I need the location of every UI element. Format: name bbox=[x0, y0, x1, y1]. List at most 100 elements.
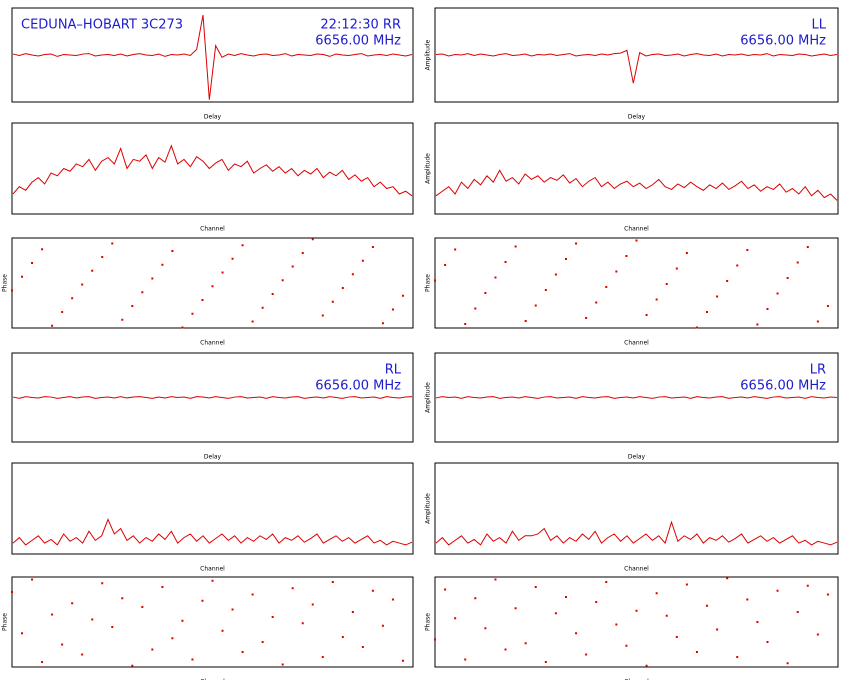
phase-point bbox=[685, 583, 688, 586]
phase-point bbox=[131, 664, 134, 667]
phase-point bbox=[401, 294, 404, 297]
phase-point bbox=[281, 279, 284, 282]
phase-point bbox=[796, 611, 799, 613]
phase-point bbox=[685, 252, 688, 254]
phase-point bbox=[231, 608, 234, 611]
trace bbox=[435, 49, 838, 84]
phase-point bbox=[655, 298, 658, 301]
trace bbox=[435, 169, 838, 201]
phase-point bbox=[736, 656, 739, 658]
x-axis-label: Channel bbox=[200, 226, 225, 233]
plot-frame bbox=[434, 7, 839, 103]
phase-point bbox=[635, 239, 638, 242]
phase-point bbox=[726, 280, 729, 282]
phase-point bbox=[71, 602, 74, 605]
polarization: RL bbox=[385, 363, 402, 378]
phase-point bbox=[371, 246, 374, 248]
phase-point bbox=[524, 320, 527, 322]
phase-point bbox=[361, 259, 364, 262]
phase-point bbox=[695, 651, 698, 653]
phase-point bbox=[464, 658, 467, 661]
y-axis-label: Phase bbox=[425, 274, 432, 292]
phase-point bbox=[251, 593, 254, 596]
phase-point bbox=[331, 581, 334, 583]
phase-point bbox=[494, 578, 497, 581]
y-axis-label: Phase bbox=[2, 274, 9, 292]
phase-point bbox=[756, 621, 759, 623]
phase-point bbox=[231, 257, 234, 260]
phase-point bbox=[301, 252, 304, 254]
x-axis-label: Channel bbox=[624, 340, 649, 347]
phase-point bbox=[241, 651, 244, 653]
phase-point bbox=[91, 618, 94, 621]
phase-point bbox=[51, 613, 54, 616]
phase-point bbox=[454, 248, 457, 251]
phase-point bbox=[434, 279, 436, 282]
y-axis-label: Phase bbox=[425, 613, 432, 631]
phase-point bbox=[21, 275, 24, 278]
phase-point bbox=[454, 617, 457, 620]
phase-point bbox=[51, 324, 54, 327]
phase-point bbox=[695, 326, 698, 329]
phase-point bbox=[665, 283, 668, 285]
plot-frame bbox=[11, 7, 414, 103]
phase-point bbox=[61, 311, 64, 313]
frequency: 6656.00 MHz bbox=[315, 34, 401, 49]
phase-point bbox=[625, 255, 628, 257]
phase-point bbox=[201, 599, 204, 602]
x-axis-label: Channel bbox=[200, 340, 225, 347]
phase-point bbox=[554, 612, 557, 615]
phase-point bbox=[776, 292, 779, 295]
phase-point bbox=[221, 271, 224, 274]
y-axis-label: Phase bbox=[2, 613, 9, 631]
phase-point bbox=[311, 238, 314, 241]
phase-point bbox=[381, 624, 384, 627]
phase-point bbox=[11, 289, 13, 292]
phase-point bbox=[474, 307, 477, 310]
phase-point bbox=[726, 577, 729, 580]
phase-point bbox=[494, 276, 497, 279]
phase-point bbox=[655, 592, 658, 595]
phase-point bbox=[756, 323, 759, 326]
phase-point bbox=[101, 582, 104, 585]
phase-point bbox=[161, 263, 164, 266]
phase-point bbox=[301, 622, 304, 625]
phase-point bbox=[21, 632, 24, 635]
phase-point bbox=[665, 614, 668, 617]
phase-point bbox=[816, 633, 819, 636]
polarization: LR bbox=[810, 363, 826, 378]
phase-point bbox=[484, 292, 487, 294]
x-axis-label: Delay bbox=[628, 114, 646, 121]
phase-point bbox=[81, 283, 84, 286]
phase-point bbox=[444, 264, 447, 266]
phase-point bbox=[331, 300, 334, 303]
phase-point bbox=[444, 588, 447, 591]
frequency: 6656.00 MHz bbox=[740, 34, 826, 49]
phase-point bbox=[261, 306, 264, 309]
plot-frame bbox=[11, 352, 414, 443]
phase-point bbox=[161, 586, 164, 588]
phase-point bbox=[401, 659, 404, 662]
phase-point bbox=[544, 661, 547, 663]
phase-point bbox=[554, 273, 557, 276]
phase-point bbox=[534, 586, 537, 588]
phase-point bbox=[645, 664, 648, 667]
phase-point bbox=[291, 587, 294, 590]
phase-point bbox=[241, 244, 244, 247]
phase-point bbox=[605, 286, 608, 288]
phase-point bbox=[675, 267, 678, 270]
phase-point bbox=[341, 287, 344, 289]
phase-point bbox=[615, 270, 618, 273]
phase-point bbox=[595, 301, 598, 304]
phase-point bbox=[575, 242, 578, 245]
x-axis-label: Delay bbox=[628, 454, 646, 461]
phase-point bbox=[564, 596, 567, 598]
plot-frame bbox=[11, 462, 414, 555]
polarization: 22:12:30 RR bbox=[320, 18, 401, 33]
phase-point bbox=[736, 264, 739, 267]
phase-point bbox=[141, 606, 144, 608]
y-axis-label: Amplitude bbox=[425, 153, 432, 184]
phase-point bbox=[645, 314, 648, 316]
phase-point bbox=[271, 616, 274, 618]
